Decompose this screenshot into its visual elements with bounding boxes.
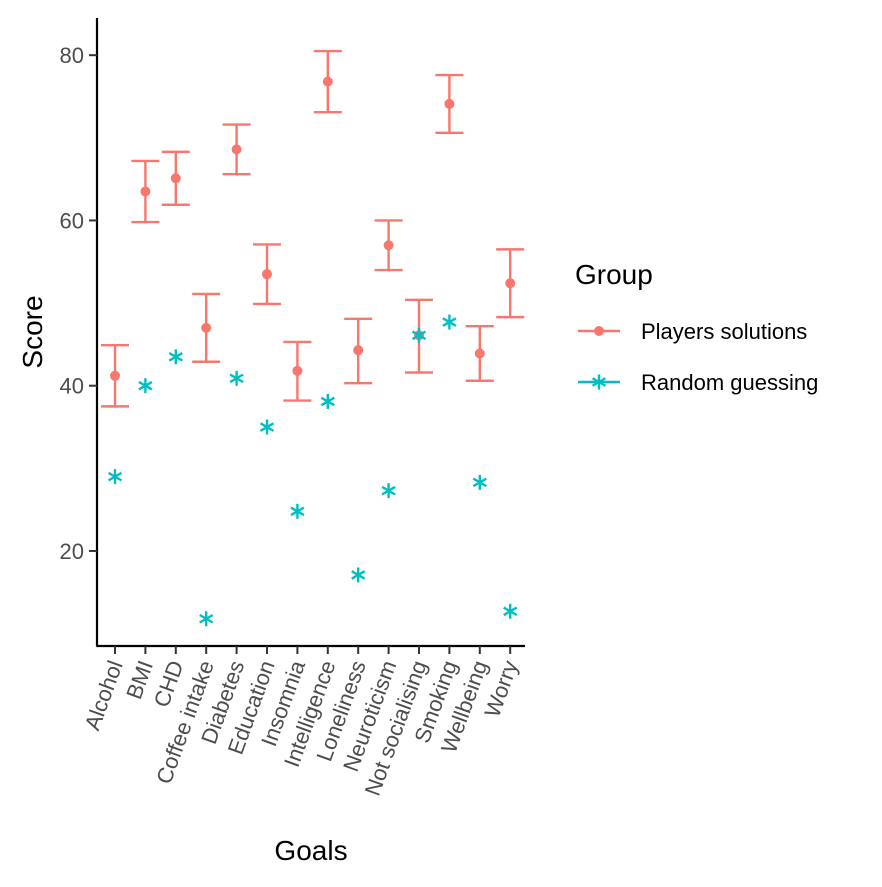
- players-point: [322, 76, 333, 87]
- players-point: [353, 345, 364, 356]
- random-guess-point: [290, 503, 305, 519]
- legend-label: Random guessing: [641, 370, 818, 395]
- players-point: [110, 370, 120, 381]
- plot-area: [101, 49, 525, 627]
- legend-title: Group: [575, 259, 653, 290]
- y-tick-label: 40: [60, 374, 84, 399]
- random-guess-point: [442, 314, 457, 330]
- x-tick-label: Alcohol: [80, 657, 128, 733]
- y-tick-label: 80: [60, 43, 84, 68]
- random-guess-point: [351, 567, 366, 583]
- random-guess-point: [320, 393, 335, 409]
- random-guess-point: [259, 419, 275, 435]
- random-guess-point: [411, 327, 427, 343]
- players-point: [292, 365, 303, 376]
- legend-key-point: [591, 374, 607, 390]
- players-point: [231, 144, 242, 155]
- random-guess-point: [229, 370, 244, 386]
- random-guess-point: [472, 474, 487, 490]
- players-point: [262, 269, 272, 280]
- players-point: [170, 173, 181, 184]
- legend: Group Players solutions Random guessing: [575, 259, 818, 395]
- x-axis-title: Goals: [274, 835, 347, 866]
- random-guess-point: [168, 349, 183, 365]
- players-point: [140, 186, 151, 197]
- players-point: [383, 240, 394, 251]
- y-axis-title: Score: [17, 295, 48, 368]
- legend-item-random: Random guessing: [578, 370, 818, 395]
- players-point: [474, 348, 485, 359]
- players-point: [201, 322, 212, 333]
- players-point: [444, 98, 455, 109]
- y-tick-label: 60: [60, 208, 84, 233]
- y-tick-label: 20: [60, 539, 84, 564]
- random-guess-point: [503, 603, 518, 619]
- legend-item-players: Players solutions: [578, 319, 807, 344]
- legend-label: Players solutions: [641, 319, 807, 344]
- random-guess-point: [138, 378, 153, 394]
- players-point: [505, 278, 516, 289]
- legend-key-point: [594, 326, 604, 336]
- random-guess-point: [107, 469, 123, 485]
- random-guess-point: [199, 611, 214, 627]
- random-guess-point: [381, 483, 396, 499]
